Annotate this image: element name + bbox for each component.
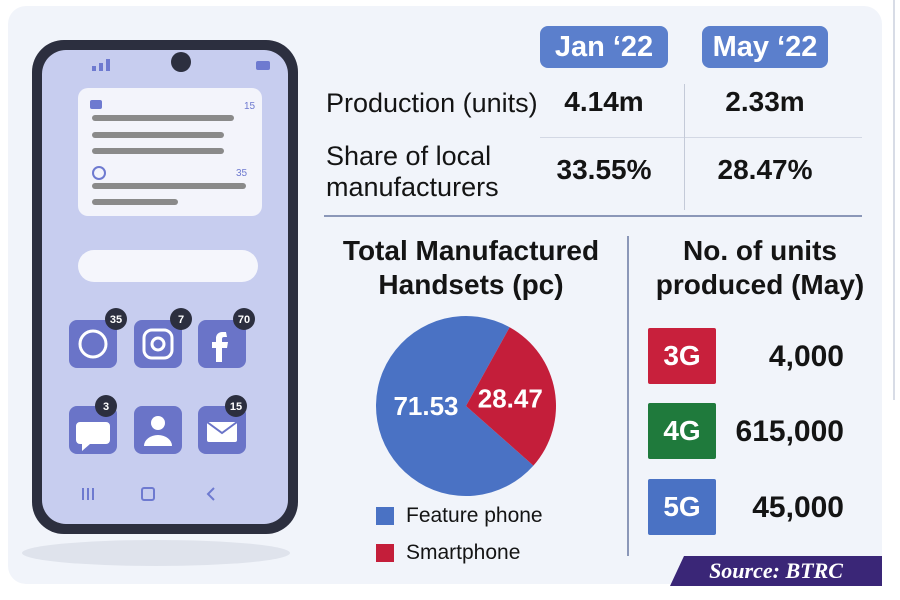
chat-bubble-icon [76,422,110,451]
badge-5g: 5G [648,479,716,535]
signal-icon [92,59,110,71]
units-4g-value: 615,000 [735,415,844,448]
badge-3g: 3G [648,328,716,384]
pie-slice-feature-phone [376,315,534,496]
pie-slice-smartphone [466,327,557,466]
notification-count-1: 15 [244,101,256,112]
message-notification-icon [90,100,102,109]
back-icon [206,487,215,501]
whatsapp-icon [78,329,108,359]
phone-illustration: 15 35 35 7 70 3 15 [32,40,298,534]
phone-shadow [22,540,290,566]
units-5g-value: 45,000 [752,491,844,524]
legend-swatch-feature [376,507,394,525]
badge [170,308,192,330]
units-3g-value: 4,000 [768,340,844,373]
production-may-value: 2.33m [725,86,805,117]
instagram-badge-count: 7 [178,314,184,326]
home-icon [141,487,155,501]
row-divider [540,137,862,138]
facebook-icon [212,332,228,362]
whatsapp-notification-icon [92,166,106,180]
notification-count-2: 35 [236,168,248,179]
messages-badge-count: 3 [103,401,109,413]
notification-text-line [92,183,246,189]
legend-label-feature: Feature phone [406,504,543,527]
units-title: No. of units produced (May) [655,235,865,300]
pie-label-feature-phone: 71.53 [393,391,458,421]
header-jan-22: Jan ‘22 [540,26,668,68]
notification-text-line [92,148,224,154]
badge [233,308,255,330]
section-divider [324,215,862,217]
legend-feature-phone: Feature phone [376,504,543,528]
whatsapp-badge-count: 35 [110,314,122,326]
production-jan-value: 4.14m [564,86,644,117]
camera-notch [171,52,191,72]
pie-chart: 71.53 28.47 [376,315,557,496]
legend-label-smartphone: Smartphone [406,541,521,564]
pie-label-smartphone: 28.47 [478,383,543,413]
badge-4g: 4G [648,403,716,459]
mail-badge-count: 15 [230,401,242,413]
battery-icon [256,61,270,70]
notification-text-line [92,132,224,138]
share-may-value: 28.47% [717,154,813,185]
pie-chart-title: Total Manufactured Handsets (pc) [342,235,600,300]
recent-apps-icon [82,488,94,500]
notification-text-line [92,115,234,121]
row-label-share: Share of local manufacturers [326,141,499,202]
edge-divider [893,0,895,400]
badge [95,395,117,417]
facebook-badge-count: 70 [238,314,250,326]
search-bar [78,250,258,282]
person-icon [151,416,165,430]
column-divider [684,84,685,210]
share-jan-value: 33.55% [556,154,652,185]
badge [225,395,247,417]
legend-smartphone: Smartphone [376,541,520,565]
section-vertical-divider [627,236,629,556]
row-label-production: Production (units) [326,88,538,118]
header-may-22: May ‘22 [702,26,828,68]
source-label: Source: BTRC [670,556,882,586]
badge [105,308,127,330]
legend-swatch-smartphone [376,544,394,562]
instagram-icon [142,328,174,360]
notification-text-line [92,199,178,205]
whatsapp-app-icon [69,320,117,368]
